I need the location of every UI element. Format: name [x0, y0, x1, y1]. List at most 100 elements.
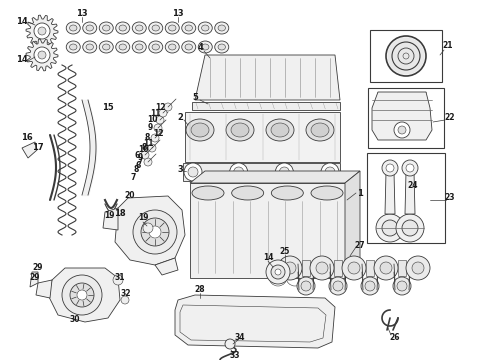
Polygon shape — [190, 171, 360, 183]
Text: 9: 9 — [147, 123, 152, 132]
Circle shape — [275, 163, 294, 181]
Ellipse shape — [149, 22, 163, 34]
Circle shape — [184, 163, 202, 181]
Ellipse shape — [311, 123, 329, 137]
Text: 32: 32 — [121, 288, 131, 297]
Text: 17: 17 — [32, 144, 44, 153]
Circle shape — [310, 256, 334, 280]
Circle shape — [333, 281, 343, 291]
Circle shape — [342, 256, 366, 280]
Ellipse shape — [198, 41, 212, 53]
Ellipse shape — [149, 41, 163, 53]
Ellipse shape — [311, 186, 343, 200]
Circle shape — [164, 103, 172, 111]
Polygon shape — [398, 260, 406, 276]
Polygon shape — [366, 260, 374, 276]
Ellipse shape — [70, 44, 77, 50]
Circle shape — [154, 124, 162, 132]
Ellipse shape — [169, 25, 176, 31]
Circle shape — [284, 262, 296, 274]
Circle shape — [393, 277, 411, 295]
Ellipse shape — [218, 25, 225, 31]
Circle shape — [361, 277, 379, 295]
Ellipse shape — [119, 25, 126, 31]
Circle shape — [279, 167, 289, 177]
Ellipse shape — [70, 25, 77, 31]
Circle shape — [380, 262, 392, 274]
Circle shape — [365, 281, 375, 291]
Polygon shape — [26, 39, 58, 71]
Text: 19: 19 — [138, 213, 148, 222]
Ellipse shape — [165, 41, 179, 53]
Polygon shape — [48, 268, 120, 322]
Text: 3: 3 — [177, 166, 183, 175]
Circle shape — [159, 109, 167, 117]
Ellipse shape — [152, 25, 159, 31]
Circle shape — [386, 164, 394, 172]
Ellipse shape — [136, 44, 143, 50]
Text: 29: 29 — [30, 274, 40, 283]
Ellipse shape — [218, 44, 225, 50]
Text: 11: 11 — [150, 108, 160, 117]
Text: 19: 19 — [104, 211, 114, 220]
Circle shape — [301, 281, 311, 291]
Text: 22: 22 — [445, 113, 455, 122]
Ellipse shape — [185, 44, 193, 50]
Text: 12: 12 — [153, 129, 163, 138]
Polygon shape — [393, 43, 418, 69]
Text: 8: 8 — [141, 144, 147, 153]
Circle shape — [412, 262, 424, 274]
Circle shape — [230, 163, 247, 181]
Text: 27: 27 — [355, 240, 366, 249]
Ellipse shape — [152, 44, 159, 50]
Polygon shape — [36, 280, 52, 298]
Text: 29: 29 — [33, 264, 43, 273]
Bar — [368, 88, 444, 148]
Polygon shape — [345, 171, 360, 278]
Text: 7: 7 — [130, 172, 136, 181]
Ellipse shape — [169, 44, 176, 50]
Circle shape — [141, 218, 169, 246]
Text: 1: 1 — [357, 189, 363, 198]
Text: 7: 7 — [137, 158, 143, 166]
Text: 16: 16 — [21, 132, 33, 141]
Text: 2: 2 — [177, 113, 183, 122]
Polygon shape — [115, 196, 185, 265]
Text: 6: 6 — [134, 150, 140, 159]
Text: 30: 30 — [70, 315, 80, 324]
Polygon shape — [372, 92, 432, 140]
Text: 11: 11 — [143, 139, 153, 148]
Circle shape — [143, 223, 153, 233]
Ellipse shape — [99, 41, 113, 53]
Circle shape — [316, 262, 328, 274]
Bar — [192, 102, 340, 110]
Text: 10: 10 — [147, 116, 157, 125]
Circle shape — [406, 164, 414, 172]
Circle shape — [38, 51, 46, 59]
Circle shape — [70, 283, 94, 307]
Ellipse shape — [83, 22, 97, 34]
Bar — [367, 153, 445, 243]
Circle shape — [382, 160, 398, 176]
Polygon shape — [195, 55, 340, 100]
Ellipse shape — [198, 22, 212, 34]
Circle shape — [397, 281, 407, 291]
Circle shape — [402, 220, 418, 236]
Polygon shape — [391, 41, 421, 71]
Text: 15: 15 — [102, 104, 114, 112]
Circle shape — [113, 275, 123, 285]
Bar — [183, 163, 340, 181]
Text: 21: 21 — [443, 41, 453, 50]
Text: 24: 24 — [408, 181, 418, 190]
Text: 28: 28 — [195, 285, 205, 294]
Circle shape — [38, 27, 46, 35]
Ellipse shape — [266, 119, 294, 141]
Circle shape — [225, 339, 235, 349]
Circle shape — [402, 160, 418, 176]
Circle shape — [376, 214, 404, 242]
Circle shape — [396, 214, 424, 242]
Ellipse shape — [66, 22, 80, 34]
Ellipse shape — [186, 119, 214, 141]
Polygon shape — [155, 258, 178, 275]
Ellipse shape — [192, 186, 224, 200]
